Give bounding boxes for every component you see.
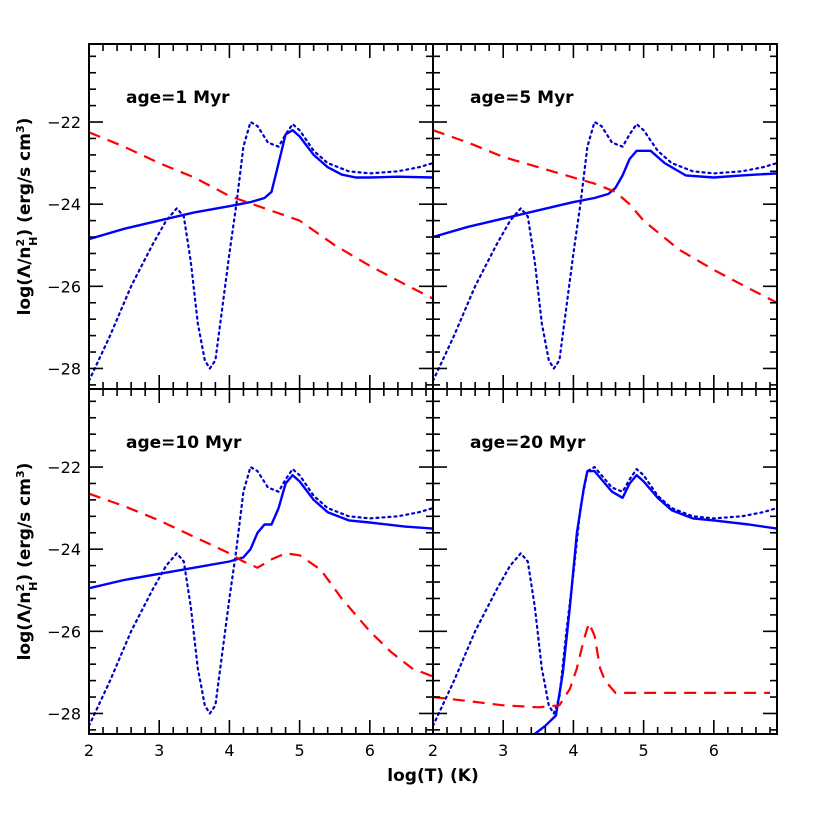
x-tick-label: 4 xyxy=(224,741,234,760)
series-dotted-line xyxy=(433,120,777,382)
plot-area xyxy=(89,465,433,727)
panel-label: age=20 Myr xyxy=(470,433,586,453)
series-dotted-line xyxy=(89,120,433,382)
x-tick-label: 5 xyxy=(639,741,649,760)
x-tick-label: 6 xyxy=(709,741,719,760)
panel-label: age=10 Myr xyxy=(126,433,242,453)
x-tick-label: 2 xyxy=(84,741,94,760)
y-tick-label: −24 xyxy=(47,540,81,559)
y-tick-label: −28 xyxy=(47,704,81,723)
ticks xyxy=(89,389,433,734)
x-tick-label: 6 xyxy=(365,741,375,760)
plot-area xyxy=(89,120,433,382)
y-tick-label: −24 xyxy=(47,195,81,214)
x-tick-label: 5 xyxy=(295,741,305,760)
axis-titles: log(T) (K) log(Λ/n2H) (erg/s cm3) log(Λ/n2… xyxy=(14,118,479,786)
y-tick-label: −26 xyxy=(47,622,81,641)
ticks xyxy=(433,389,777,734)
y-tick-label: −26 xyxy=(47,277,81,296)
x-tick-label: 4 xyxy=(568,741,578,760)
panel-3: −22 −24 −26 −282 3 4 5 6 age=10 Myr xyxy=(47,388,434,760)
plot-area xyxy=(433,120,777,382)
panel-label: age=1 Myr xyxy=(126,88,230,108)
panel-4: 2 3 4 5 6 age=20 Myr xyxy=(428,388,778,760)
y-tick-label: −22 xyxy=(47,458,81,477)
y-axis-title: log(Λ/n2H) (erg/s cm3) xyxy=(14,463,40,661)
series-dashed-line xyxy=(433,129,777,304)
series-solid-line xyxy=(433,149,777,239)
x-tick-label: 3 xyxy=(498,741,508,760)
y-tick-label: −28 xyxy=(47,359,81,378)
ticks xyxy=(433,44,777,389)
series-dashed-line xyxy=(433,622,770,709)
ticks xyxy=(89,44,433,389)
series-solid-line xyxy=(89,129,433,241)
panel-frame xyxy=(432,388,778,735)
x-tick-label: 2 xyxy=(428,741,438,760)
y-tick-label: −22 xyxy=(47,113,81,132)
x-tick-label: 3 xyxy=(154,741,164,760)
x-axis-title: log(T) (K) xyxy=(387,766,478,786)
plot-area xyxy=(433,465,777,734)
series-dotted-line xyxy=(433,465,777,727)
series-dotted-line xyxy=(89,465,433,727)
series-dashed-line xyxy=(89,492,433,678)
panel-1: −22 −24 −26 −28 age=1 Myr xyxy=(47,43,434,390)
series-solid-line xyxy=(89,474,433,590)
series-solid-line xyxy=(534,469,777,734)
y-axis-title: log(Λ/n2H) (erg/s cm3) xyxy=(14,118,40,316)
panel-label: age=5 Myr xyxy=(470,88,574,108)
panel-2: age=5 Myr xyxy=(432,43,778,390)
series-dashed-line xyxy=(89,131,433,300)
